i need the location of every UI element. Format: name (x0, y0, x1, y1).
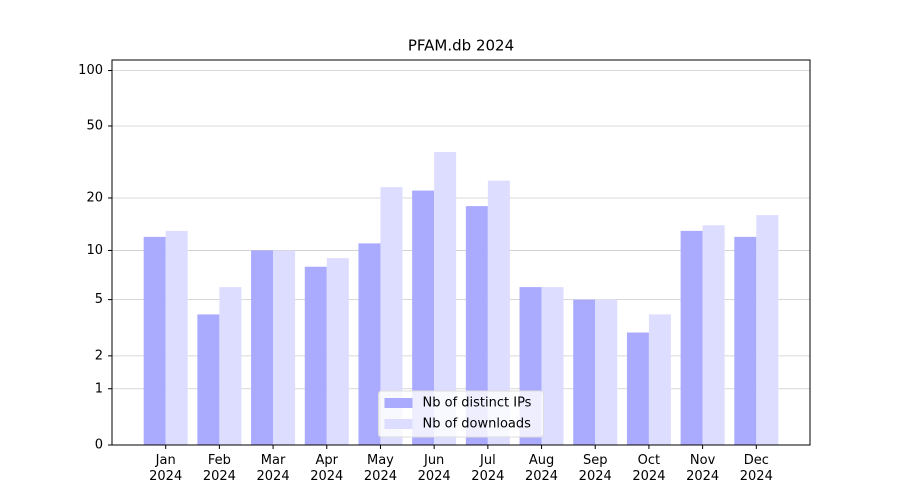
bar (358, 243, 381, 445)
bar (626, 332, 649, 445)
x-tick-label: Jan 2024 (149, 453, 183, 484)
y-tick-label: 20 (86, 190, 103, 205)
x-tick-label: Nov 2024 (686, 453, 720, 484)
bar (734, 236, 757, 445)
y-tick-label: 5 (95, 292, 103, 307)
bar (434, 152, 457, 445)
bar (197, 314, 220, 445)
chart-title: PFAM.db 2024 (408, 37, 514, 55)
legend-swatch (384, 398, 413, 408)
x-tick-label: Mar 2024 (256, 453, 290, 484)
x-tick-label: Aug 2024 (524, 453, 559, 484)
x-tick-label: Jul 2024 (471, 453, 505, 484)
y-tick-label: 50 (86, 118, 103, 133)
x-tick-label: May 2024 (363, 453, 397, 484)
y-tick-label: 100 (78, 63, 103, 78)
bar (573, 299, 596, 445)
bar (702, 225, 725, 445)
bar (326, 258, 349, 445)
bar (304, 266, 327, 445)
x-tick-label: Feb 2024 (202, 453, 236, 484)
bar (680, 230, 703, 445)
x-tick-label: Oct 2024 (632, 453, 666, 484)
bar (273, 250, 296, 445)
bar (165, 230, 188, 445)
bar (412, 190, 435, 445)
legend-label: Nb of distinct IPs (423, 396, 532, 411)
y-tick-label: 2 (95, 348, 103, 363)
y-tick-label: 0 (95, 438, 103, 453)
bar (380, 187, 403, 445)
plot-frame (111, 59, 811, 446)
bar (756, 215, 779, 445)
x-tick-label: Dec 2024 (739, 453, 773, 484)
bar (251, 250, 274, 445)
y-tick-label: 10 (86, 243, 103, 258)
bar (219, 287, 242, 445)
legend: Nb of distinct IPs Nb of downloads (378, 390, 544, 438)
bar (143, 236, 166, 445)
bar (595, 299, 618, 445)
bar (487, 180, 510, 445)
legend-box (378, 390, 544, 438)
bar (648, 314, 671, 445)
x-tick-label: Jun 2024 (417, 453, 451, 484)
legend-swatch (384, 419, 413, 429)
bar (541, 287, 564, 445)
x-tick-label: Apr 2024 (310, 453, 344, 484)
bar (465, 206, 488, 445)
y-tick-label: 1 (95, 381, 103, 396)
legend-label: Nb of downloads (423, 417, 532, 432)
x-tick-label: Sep 2024 (578, 453, 612, 484)
